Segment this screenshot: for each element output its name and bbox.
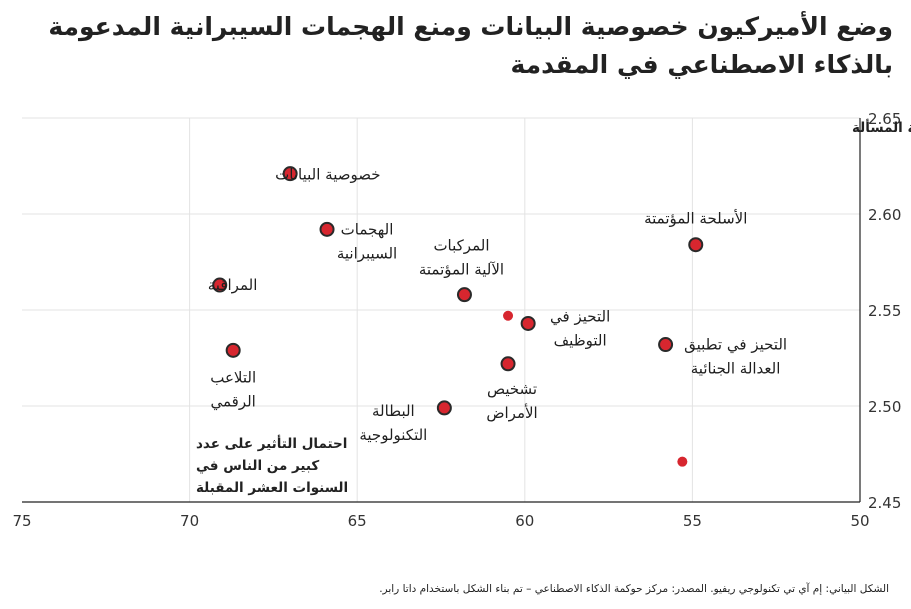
axes [22, 118, 861, 503]
data-point [503, 310, 514, 321]
x-tick-label: 65 [348, 512, 367, 530]
data-point [658, 337, 674, 353]
x-axis-title-line: السنوات العشر المقبلة [196, 480, 348, 496]
point-label: الهجمات [341, 220, 394, 238]
data-point [225, 342, 241, 358]
y-axis-title: أهمية المسألة [852, 119, 911, 136]
x-axis-title-line: كبير من الناس في [196, 458, 319, 474]
point-label: التكنولوجية [359, 426, 427, 444]
chart-title-line-1: وضع الأميركيون خصوصية البيانات ومنع الهج… [48, 12, 893, 41]
x-tick-label: 70 [180, 512, 199, 530]
point-label: الآلية المؤتمتة [419, 261, 504, 279]
data-point [677, 456, 688, 467]
point-label: التلاعب [210, 368, 256, 386]
x-axis-title-line: احتمال التأثير على عدد [196, 435, 347, 452]
y-tick-label: 2.65 [868, 110, 901, 128]
point-label: الأسلحة المؤتمتة [644, 209, 747, 228]
point-label: تشخيص [487, 380, 537, 398]
data-point [212, 277, 228, 293]
data-point [688, 237, 704, 253]
point-label: التحيز في [550, 307, 610, 326]
data-point [319, 221, 335, 237]
data-point [500, 356, 516, 372]
point-label: خصوصية البيانات [275, 166, 380, 184]
data-points [212, 166, 704, 467]
tick-labels: 75 70 65 60 55 502.45 2.50 2.55 2.60 2.65 [12, 110, 901, 530]
point-label: الأمراض [486, 403, 537, 422]
y-tick-label: 2.50 [868, 398, 901, 416]
data-point [520, 315, 536, 331]
point-label: البطالة [372, 402, 415, 420]
point-label: الرقمي [210, 392, 255, 411]
x-tick-label: 60 [515, 512, 534, 530]
data-point [436, 400, 452, 416]
y-tick-label: 2.55 [868, 302, 901, 320]
grid-lines [22, 117, 860, 502]
point-label: السيبرانية [337, 244, 397, 262]
point-labels: خصوصية البيانات الهجمات السيبرانية المراقبة… [208, 166, 787, 444]
point-label: التوظيف [554, 331, 607, 349]
point-label: المراقبة [208, 276, 258, 294]
point-label: العدالة الجنائية [691, 360, 781, 378]
axis-titles: أهمية المسألة احتمال التأثير على عدد كبير … [196, 119, 911, 496]
data-point [456, 287, 472, 303]
chart-title-line-2: بالذكاء الاصطناعي في المقدمة [510, 50, 893, 79]
x-tick-label: 55 [683, 512, 702, 530]
chart-title: وضع الأميركيون خصوصية البيانات ومنع الهج… [13, 8, 893, 84]
data-point [282, 166, 298, 182]
x-tick-label: 75 [12, 512, 31, 530]
x-tick-label: 50 [850, 512, 869, 530]
source-note: الشكل البياني: إم آي تي تكنولوجي ريفيو. … [379, 583, 889, 595]
point-label: التحيز في تطبيق [684, 336, 787, 355]
y-tick-label: 2.60 [868, 206, 901, 224]
point-label: المركبات [433, 237, 489, 255]
y-tick-label: 2.45 [868, 494, 901, 512]
